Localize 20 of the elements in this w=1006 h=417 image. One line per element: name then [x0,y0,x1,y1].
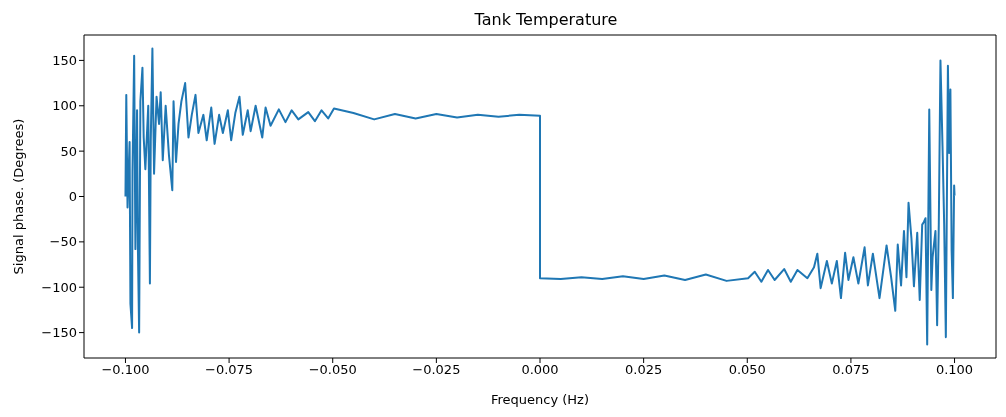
y-tick-label: −100 [41,279,77,295]
x-axis-title: Frequency (Hz) [490,392,590,407]
y-tick-label: −150 [41,325,77,341]
line-series [124,47,956,346]
x-tick-label: 0.000 [521,362,559,378]
y-axis-title: Signal phase. (Degrees) [10,118,26,275]
chart-title: Tank Temperature [473,10,619,29]
x-tick-label: 0.100 [935,362,974,378]
x-tick-label: 0.050 [728,362,766,378]
x-tick-label: 0.075 [832,362,870,378]
x-tick-label: −0.100 [101,362,150,378]
x-tick-label: −0.075 [205,362,254,378]
x-tick-label: −0.025 [412,362,461,378]
x-tick-label: 0.025 [625,362,663,378]
y-tick-label: 50 [60,143,77,159]
y-tick-label: 150 [52,53,77,69]
y-tick-label: −50 [49,234,77,250]
y-tick-label: 0 [68,189,77,205]
y-tick-label: 100 [52,98,77,114]
x-tick-label: −0.050 [308,362,357,378]
